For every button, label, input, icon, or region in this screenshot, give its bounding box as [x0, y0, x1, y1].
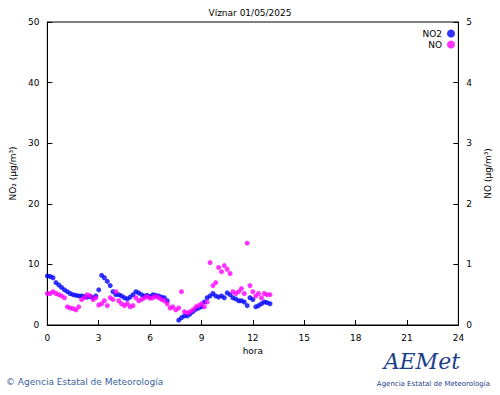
svg-text:NO (µg/m³): NO (µg/m³)	[483, 148, 493, 199]
svg-text:NO: NO	[428, 40, 442, 50]
svg-text:Víznar 01/05/2025: Víznar 01/05/2025	[208, 8, 291, 18]
svg-text:4: 4	[466, 78, 472, 88]
svg-text:5: 5	[466, 17, 472, 27]
svg-text:hora: hora	[243, 346, 263, 356]
svg-text:18: 18	[350, 333, 362, 343]
svg-text:50: 50	[28, 17, 40, 27]
svg-text:9: 9	[199, 333, 205, 343]
svg-text:0: 0	[44, 333, 50, 343]
svg-text:40: 40	[28, 78, 40, 88]
svg-text:3: 3	[466, 138, 472, 148]
svg-text:12: 12	[247, 333, 258, 343]
svg-text:15: 15	[299, 333, 310, 343]
svg-text:6: 6	[147, 333, 153, 343]
svg-text:1: 1	[466, 259, 472, 269]
svg-text:20: 20	[28, 199, 40, 209]
svg-text:0: 0	[466, 320, 472, 330]
svg-text:30: 30	[28, 138, 40, 148]
svg-text:NO2: NO2	[422, 29, 442, 39]
svg-text:3: 3	[96, 333, 102, 343]
svg-text:0: 0	[34, 320, 40, 330]
svg-text:10: 10	[28, 259, 40, 269]
svg-text:Agencia Estatal de Meteorologí: Agencia Estatal de Meteorología	[377, 380, 490, 388]
svg-text:NO₂ (µg/m³): NO₂ (µg/m³)	[8, 146, 18, 200]
svg-text:© Agencia Estatal de Meteorolo: © Agencia Estatal de Meteorología	[6, 377, 163, 387]
svg-text:21: 21	[401, 333, 412, 343]
svg-text:2: 2	[466, 199, 472, 209]
svg-text:AEMet: AEMet	[382, 349, 460, 374]
svg-text:24: 24	[453, 333, 465, 343]
